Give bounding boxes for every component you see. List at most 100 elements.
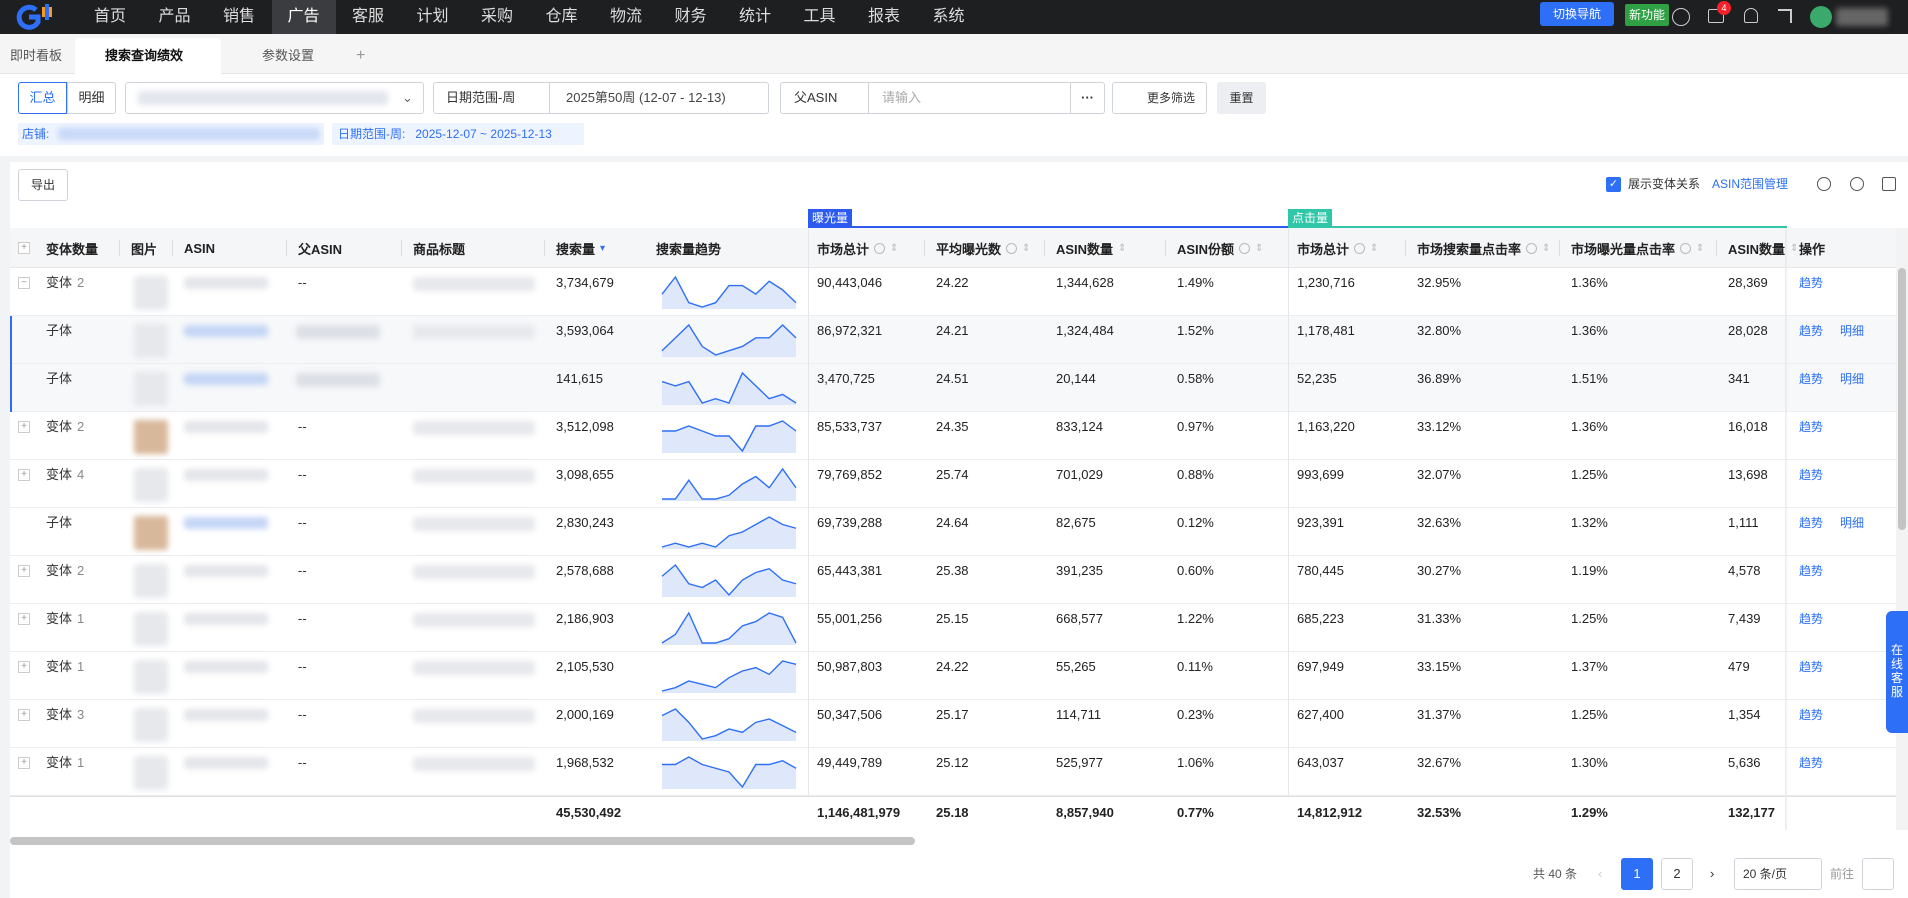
- expand-icon[interactable]: +: [18, 757, 30, 769]
- nav-item[interactable]: 系统: [932, 8, 965, 25]
- action-link[interactable]: 明细: [1840, 516, 1865, 530]
- tab-add[interactable]: +: [356, 47, 366, 64]
- nav-item[interactable]: 首页: [93, 8, 126, 25]
- expand-icon[interactable]: −: [18, 277, 30, 289]
- more-options[interactable]: ···: [1070, 82, 1105, 114]
- action-link[interactable]: 趋势: [1799, 372, 1824, 386]
- tab[interactable]: 参数设置: [232, 38, 378, 74]
- action-link[interactable]: 趋势: [1799, 564, 1824, 578]
- cell: 1.52%: [1177, 323, 1214, 338]
- sort-icon[interactable]: ⇕: [890, 242, 899, 254]
- group-line: [808, 226, 1288, 228]
- goto-input[interactable]: [1862, 858, 1894, 890]
- avatar[interactable]: [1810, 6, 1832, 28]
- service-float[interactable]: 在线客服: [1886, 611, 1908, 733]
- cell: 2,186,903: [556, 611, 614, 626]
- mode-button[interactable]: 汇总: [18, 82, 67, 114]
- more-filter-button[interactable]: 更多筛选: [1112, 82, 1207, 114]
- nav-item[interactable]: 仓库: [545, 8, 578, 25]
- trend-line: [661, 516, 797, 548]
- page-size-select[interactable]: 20 条/页: [1734, 858, 1822, 890]
- nav-item[interactable]: 报表: [867, 8, 900, 25]
- variant-count: 4: [77, 467, 85, 482]
- cell: 1.06%: [1177, 755, 1214, 770]
- expand-icon[interactable]: +: [18, 661, 30, 673]
- refresh-icon[interactable]: [1817, 177, 1831, 191]
- nav-item[interactable]: 客服: [351, 8, 384, 25]
- action-link[interactable]: 趋势: [1799, 276, 1824, 290]
- checkbox[interactable]: ✓: [1606, 177, 1621, 192]
- date-picker[interactable]: 2025第50周 (12-07 - 12-13): [549, 82, 769, 114]
- asin-value: [184, 757, 268, 769]
- switch-nav-button[interactable]: 切换导航: [1540, 2, 1614, 26]
- search-input[interactable]: 请输入: [868, 82, 1071, 114]
- sort-icon[interactable]: ⇕: [1118, 242, 1127, 254]
- new-feature-button[interactable]: 新功能: [1625, 4, 1669, 26]
- action-link[interactable]: 趋势: [1799, 516, 1824, 530]
- date-type-select[interactable]: 日期范围-周: [433, 82, 550, 114]
- header-expand-icon[interactable]: +: [18, 242, 30, 254]
- sort-icon[interactable]: ⇕: [1022, 242, 1031, 254]
- action-link[interactable]: 趋势: [1799, 468, 1824, 482]
- asin-range-link[interactable]: ASIN范围管理: [1712, 177, 1789, 191]
- expand-icon[interactable]: +: [18, 613, 30, 625]
- column-label: 市场总计: [817, 241, 870, 257]
- page-button[interactable]: 1: [1621, 858, 1653, 890]
- header-divider: [172, 240, 173, 256]
- action-link[interactable]: 趋势: [1799, 660, 1824, 674]
- sort-icon[interactable]: ⇕: [1255, 242, 1264, 254]
- tab[interactable]: 搜索查询绩效: [75, 38, 221, 74]
- nav-item[interactable]: 采购: [480, 8, 513, 25]
- tab[interactable]: 即时看板: [10, 38, 70, 74]
- nav-item[interactable]: 计划: [416, 8, 449, 25]
- asin-type-select[interactable]: 父ASIN: [780, 82, 869, 114]
- message-icon[interactable]: [1708, 9, 1724, 23]
- sort-icon[interactable]: ⇕: [1370, 242, 1379, 254]
- settings-icon[interactable]: [1850, 177, 1864, 191]
- logo[interactable]: [14, 4, 62, 30]
- nav-item[interactable]: 产品: [158, 8, 191, 25]
- nav-item[interactable]: 统计: [738, 8, 771, 25]
- prev-page[interactable]: ‹: [1598, 866, 1603, 881]
- sort-icon[interactable]: ⇕: [1696, 242, 1705, 254]
- expand-icon[interactable]: +: [18, 709, 30, 721]
- date-type-label: 日期范围-周: [446, 90, 516, 105]
- nav-item[interactable]: 广告: [271, 0, 336, 34]
- nav-item[interactable]: 销售: [222, 8, 255, 25]
- action-link[interactable]: 趋势: [1799, 420, 1824, 434]
- cell: 31.33%: [1417, 611, 1462, 626]
- help-icon[interactable]: [1672, 8, 1690, 26]
- sort-icon[interactable]: ▾: [600, 242, 606, 254]
- fullscreen-icon[interactable]: [1778, 9, 1792, 23]
- cell: 3,098,655: [556, 467, 614, 482]
- action-link[interactable]: 趋势: [1799, 612, 1824, 626]
- product-image: [134, 612, 168, 646]
- h-scrollbar-thumb[interactable]: [10, 837, 915, 845]
- page-button[interactable]: 2: [1661, 858, 1693, 890]
- reset-button[interactable]: 重置: [1217, 82, 1266, 114]
- total-cell: 1.29%: [1571, 805, 1608, 820]
- v-scrollbar-thumb[interactable]: [1898, 268, 1906, 530]
- export-button[interactable]: 导出: [18, 169, 68, 201]
- nav-item[interactable]: 财务: [674, 8, 707, 25]
- expand-icon[interactable]: +: [18, 565, 30, 577]
- nav-item[interactable]: 物流: [609, 8, 642, 25]
- expand-icon[interactable]: +: [18, 469, 30, 481]
- next-page[interactable]: ›: [1710, 866, 1715, 881]
- sort-icon[interactable]: ⇕: [1542, 242, 1551, 254]
- date-tag[interactable]: 日期范围-周: 2025-12-07 ~ 2025-12-13: [332, 123, 584, 145]
- action-link[interactable]: 明细: [1840, 324, 1865, 338]
- columns-icon[interactable]: [1882, 177, 1896, 191]
- action-link[interactable]: 趋势: [1799, 708, 1824, 722]
- mode-button[interactable]: 明细: [67, 82, 116, 114]
- sort-icon[interactable]: ⇕: [1790, 242, 1799, 254]
- service-char: 在: [1890, 643, 1903, 657]
- total-cell: 25.18: [936, 805, 969, 820]
- action-link[interactable]: 明细: [1840, 372, 1865, 386]
- bell-icon[interactable]: [1744, 8, 1758, 23]
- variant-cell: 子体: [46, 512, 72, 534]
- expand-icon[interactable]: +: [18, 421, 30, 433]
- nav-item[interactable]: 工具: [803, 8, 836, 25]
- action-link[interactable]: 趋势: [1799, 324, 1824, 338]
- action-link[interactable]: 趋势: [1799, 756, 1824, 770]
